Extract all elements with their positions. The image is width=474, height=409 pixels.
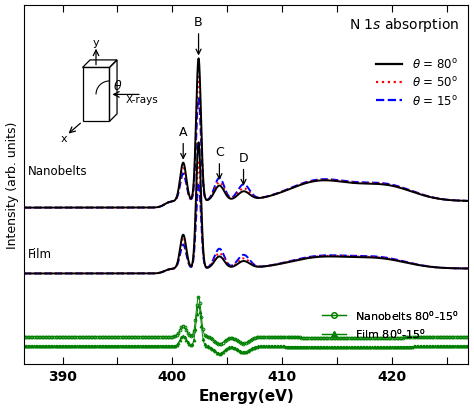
Text: Nanobelts: Nanobelts <box>27 165 87 178</box>
Y-axis label: Intensity (arb. units): Intensity (arb. units) <box>6 121 18 248</box>
Text: Film: Film <box>27 247 51 260</box>
Text: B: B <box>194 16 203 55</box>
X-axis label: Energy(eV): Energy(eV) <box>199 389 294 403</box>
Text: N $1s$ absorption: N $1s$ absorption <box>349 16 460 34</box>
Text: D: D <box>239 151 248 185</box>
Text: A: A <box>179 126 187 159</box>
Legend: Nanobelts 80$\rm{^o}$-15$\rm{^o}$, Film 80$\rm{^o}$-15$\rm{^o}$: Nanobelts 80$\rm{^o}$-15$\rm{^o}$, Film … <box>321 308 458 341</box>
Text: C: C <box>215 146 224 179</box>
